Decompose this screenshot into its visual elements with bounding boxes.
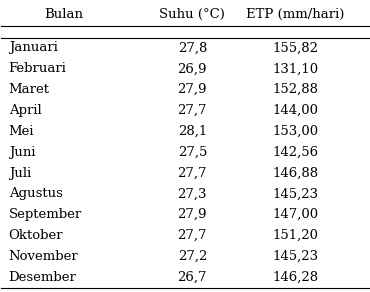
Text: 147,00: 147,00 [272,208,318,221]
Text: Bulan: Bulan [44,8,83,21]
Text: 28,1: 28,1 [178,125,207,138]
Text: 27,9: 27,9 [178,208,207,221]
Text: Mei: Mei [9,125,34,138]
Text: Agustus: Agustus [9,187,63,200]
Text: April: April [9,104,41,117]
Text: November: November [9,250,78,263]
Text: 27,5: 27,5 [178,146,207,159]
Text: 27,3: 27,3 [178,187,207,200]
Text: 152,88: 152,88 [272,83,318,96]
Text: Juli: Juli [9,166,31,180]
Text: Oktober: Oktober [9,229,63,242]
Text: 145,23: 145,23 [272,187,318,200]
Text: 155,82: 155,82 [272,41,318,55]
Text: Februari: Februari [9,62,67,75]
Text: 27,7: 27,7 [178,104,207,117]
Text: 27,8: 27,8 [178,41,207,55]
Text: Maret: Maret [9,83,50,96]
Text: Suhu (°C): Suhu (°C) [159,8,225,21]
Text: 146,28: 146,28 [272,271,318,284]
Text: 27,9: 27,9 [178,83,207,96]
Text: 26,9: 26,9 [178,62,207,75]
Text: ETP (mm/hari): ETP (mm/hari) [246,8,344,21]
Text: 153,00: 153,00 [272,125,318,138]
Text: 142,56: 142,56 [272,146,318,159]
Text: Januari: Januari [9,41,58,55]
Text: 151,20: 151,20 [272,229,318,242]
Text: 27,2: 27,2 [178,250,207,263]
Text: September: September [9,208,82,221]
Text: Desember: Desember [9,271,77,284]
Text: 26,7: 26,7 [178,271,207,284]
Text: Juni: Juni [9,146,35,159]
Text: 144,00: 144,00 [272,104,318,117]
Text: 27,7: 27,7 [178,229,207,242]
Text: 146,88: 146,88 [272,166,318,180]
Text: 145,23: 145,23 [272,250,318,263]
Text: 131,10: 131,10 [272,62,318,75]
Text: 27,7: 27,7 [178,166,207,180]
